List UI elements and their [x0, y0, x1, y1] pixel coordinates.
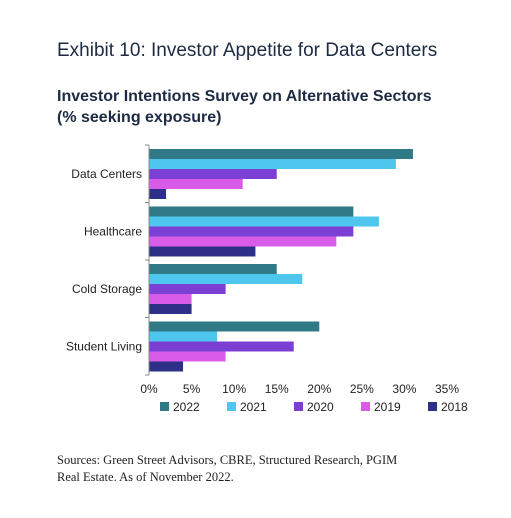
legend-swatch: [227, 402, 236, 411]
category-label: Healthcare: [84, 224, 142, 238]
legend-label: 2019: [374, 400, 401, 414]
legend-swatch: [428, 402, 437, 411]
x-tick-label: 15%: [265, 382, 289, 396]
category-label: Student Living: [66, 339, 142, 353]
chart-subtitle: (% seeking exposure): [57, 109, 222, 126]
bar-2022-cold-storage: [149, 264, 277, 274]
x-tick-label: 5%: [183, 382, 201, 396]
bar-2020-student-living: [149, 341, 294, 352]
bar-2021-healthcare: [149, 216, 379, 227]
legend-label: 2021: [240, 400, 267, 414]
bar-2022-data-centers: [149, 149, 413, 159]
bar-2022-healthcare: [149, 206, 354, 217]
x-tick-label: 30%: [392, 382, 416, 396]
chart-title-block: Investor Intentions Survey on Alternativ…: [57, 86, 432, 128]
legend-swatch: [160, 402, 169, 411]
bar-2019-healthcare: [149, 236, 337, 247]
bar-2018-data-centers: [149, 189, 167, 199]
bar-2019-data-centers: [149, 179, 243, 189]
bar-2020-healthcare: [149, 226, 354, 237]
bar-2018-cold-storage: [149, 304, 192, 314]
bar-2019-student-living: [149, 351, 226, 362]
legend-label: 2018: [441, 400, 468, 414]
category-label: Cold Storage: [72, 282, 142, 296]
bar-2022-student-living: [149, 321, 320, 332]
bar-2018-healthcare: [149, 246, 256, 257]
x-tick-label: 0%: [140, 382, 158, 396]
x-tick-label: 10%: [222, 382, 246, 396]
x-tick-label: 35%: [435, 382, 459, 396]
bar-2021-cold-storage: [149, 274, 303, 284]
x-tick-label: 20%: [307, 382, 331, 396]
source-line: Sources: Green Street Advisors, CBRE, St…: [57, 453, 398, 467]
legend-label: 2020: [307, 400, 334, 414]
category-label: Data Centers: [71, 167, 142, 181]
bar-2020-cold-storage: [149, 284, 226, 294]
bar-2021-student-living: [149, 331, 218, 342]
bar-2021-data-centers: [149, 159, 396, 169]
legend-swatch: [294, 402, 303, 411]
source-note: Sources: Green Street Advisors, CBRE, St…: [57, 452, 477, 486]
x-tick-label: 25%: [350, 382, 374, 396]
source-line: Real Estate. As of November 2022.: [57, 470, 234, 484]
legend-label: 2022: [173, 400, 200, 414]
bar-2019-cold-storage: [149, 294, 192, 304]
bar-chart: Data Centers Healthcare Cold Storage Studen…: [66, 144, 468, 414]
bar-2020-data-centers: [149, 169, 277, 179]
legend-swatch: [361, 402, 370, 411]
chart-title: Investor Intentions Survey on Alternativ…: [57, 88, 432, 105]
exhibit-title: Exhibit 10: Investor Appetite for Data C…: [57, 40, 438, 61]
bar-2018-student-living: [149, 361, 184, 372]
